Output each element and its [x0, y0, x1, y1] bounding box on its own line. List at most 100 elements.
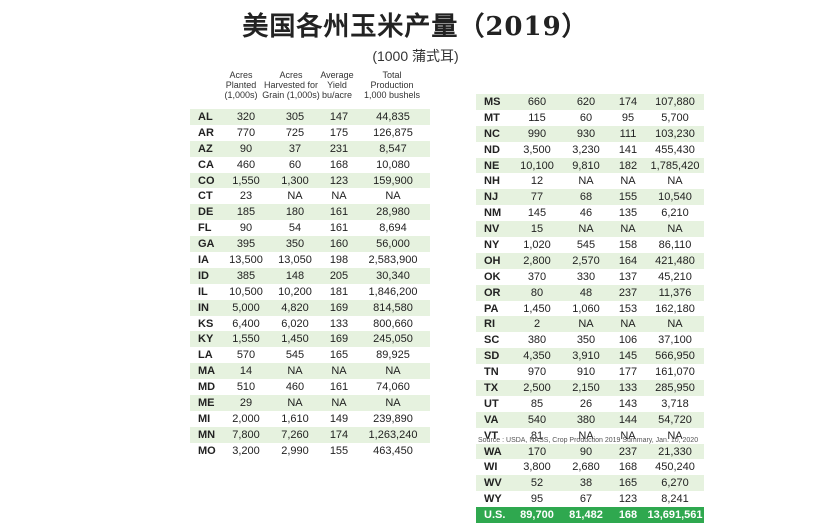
- cell-acres-planted: 4,350: [512, 348, 562, 365]
- table-row: IN 5,000 4,820 169 814,580: [190, 299, 430, 316]
- cell-acres-planted: 115: [528, 111, 546, 124]
- cell-acres-planted: 15: [512, 221, 562, 238]
- cell-state-code: CO: [190, 172, 224, 189]
- cell-average-yield: 231: [322, 140, 356, 157]
- table-row: MN 7,800 7,260 174 1,263,240: [190, 426, 430, 443]
- cell-state-code: MS: [476, 94, 512, 110]
- cell-acres-planted: 395: [224, 236, 268, 253]
- cell-total-production: 6,210: [661, 207, 689, 220]
- cell-state-code: OK: [484, 270, 501, 283]
- cell-total-production: NA: [667, 175, 683, 188]
- cell-acres-harvested: NA: [578, 429, 594, 442]
- cell-acres-planted: 770: [236, 126, 256, 139]
- cell-total-production: 463,450: [373, 444, 413, 457]
- cell-total-production: 159,900: [356, 172, 430, 189]
- table-row: WI 3,800 2,680 168 450,240: [476, 459, 704, 475]
- cell-state-code: GA: [190, 236, 224, 253]
- table-row: ID 385 148 205 30,340: [190, 267, 430, 284]
- table-row: SC 380 350 106 37,100: [476, 332, 704, 348]
- cell-acres-harvested: NA: [287, 190, 303, 203]
- cell-total-production: 10,540: [646, 189, 704, 206]
- cell-average-yield: NA: [620, 175, 636, 188]
- cell-state-code: AR: [198, 126, 214, 139]
- cell-average-yield: 123: [322, 172, 356, 189]
- table-row: MD 510 460 161 74,060: [190, 379, 430, 395]
- cell-acres-planted: 2,800: [512, 252, 562, 269]
- cell-average-yield: 175: [329, 126, 349, 139]
- cell-state-code: ND: [484, 143, 500, 156]
- cell-total-production: NA: [385, 190, 401, 203]
- table-row: IL 10,500 10,200 181 1,846,200: [190, 284, 430, 300]
- cell-acres-harvested: 2,570: [562, 252, 610, 269]
- cell-acres-harvested: 13,050: [278, 253, 312, 266]
- cell-state-code: VT: [484, 429, 499, 442]
- table-row: MI 2,000 1,610 149 239,890: [190, 411, 430, 427]
- cell-state-code: OH: [476, 252, 512, 269]
- cell-average-yield: NA: [331, 190, 347, 203]
- cell-acres-harvested: NA: [562, 316, 610, 333]
- cell-total-production: 10,080: [376, 158, 410, 171]
- cell-acres-harvested: 620: [562, 94, 610, 110]
- cell-acres-harvested: 7,260: [268, 426, 322, 443]
- column-header-average-yield: Average Yield bu/acre: [320, 70, 354, 100]
- cell-acres-planted: 1,450: [523, 302, 551, 315]
- cell-state-code: NY: [484, 238, 500, 251]
- cell-average-yield: 237: [610, 284, 646, 301]
- cell-average-yield: 155: [329, 444, 349, 457]
- table-row: SD 4,350 3,910 145 566,950: [476, 348, 704, 365]
- cell-state-code: AL: [190, 109, 224, 125]
- cell-acres-harvested: 54: [288, 222, 302, 235]
- cell-total-production: 21,330: [646, 443, 704, 460]
- cell-total-production: 126,875: [373, 126, 413, 139]
- cell-state-code: WI: [484, 461, 498, 474]
- table-row: OK 370 330 137 45,210: [476, 269, 704, 285]
- cell-acres-planted: 14: [224, 363, 268, 380]
- cell-state-code: TN: [484, 366, 499, 379]
- page-subtitle: (1000 蒲式耳): [372, 48, 459, 64]
- left-state-table: AL 320 305 147 44,835 AR 770 725 175 126,875 AZ 90 3…: [190, 109, 430, 459]
- cell-acres-harvested: 1,450: [268, 331, 322, 348]
- cell-acres-planted: 3,200: [232, 444, 260, 457]
- cell-average-yield: 174: [322, 426, 356, 443]
- cell-acres-harvested: 68: [562, 189, 610, 206]
- cell-total-production: NA: [646, 316, 704, 333]
- table-row: KY 1,550 1,450 169 245,050: [190, 331, 430, 348]
- cell-average-yield: 168: [618, 461, 638, 474]
- cell-state-code: OR: [476, 284, 512, 301]
- cell-state-code: TX: [476, 380, 512, 396]
- cell-acres-planted: 3,800: [523, 461, 551, 474]
- cell-average-yield: 177: [618, 366, 638, 379]
- cell-total-production: 44,835: [356, 109, 430, 125]
- cell-total-production: 56,000: [356, 236, 430, 253]
- cell-acres-planted: 460: [236, 158, 256, 171]
- cell-acres-planted: 660: [512, 94, 562, 110]
- cell-total-production: 566,950: [646, 348, 704, 365]
- cell-acres-planted: 145: [527, 207, 547, 220]
- cell-acres-harvested: 6,020: [281, 317, 309, 330]
- cell-average-yield: 144: [610, 411, 646, 428]
- table-row: MO 3,200 2,990 155 463,450: [190, 443, 430, 459]
- cell-average-yield: NA: [610, 316, 646, 333]
- cell-average-yield: 174: [610, 94, 646, 110]
- cell-average-yield: 168: [329, 158, 349, 171]
- cell-average-yield: 158: [618, 238, 638, 251]
- cell-state-code: MI: [198, 412, 211, 425]
- column-header-total-production: Total Production 1,000 bushels: [363, 70, 421, 100]
- cell-state-code: IN: [190, 299, 224, 316]
- cell-total-production: 86,110: [658, 238, 692, 251]
- cell-state-code: IA: [198, 253, 209, 266]
- cell-average-yield: 181: [329, 285, 349, 298]
- cell-acres-harvested: 26: [579, 397, 593, 410]
- cell-total-production: 89,925: [376, 349, 410, 362]
- cell-acres-planted: 85: [530, 397, 544, 410]
- cell-state-code: NC: [476, 125, 512, 142]
- cell-state-code: KY: [190, 331, 224, 348]
- cell-total-production: 107,880: [646, 94, 704, 110]
- cell-state-code: SC: [484, 334, 500, 347]
- cell-average-yield: 168: [610, 507, 646, 523]
- cell-acres-harvested: 90: [562, 443, 610, 460]
- table-row: NM 145 46 135 6,210: [476, 205, 704, 221]
- cell-acres-planted: 320: [224, 109, 268, 125]
- cell-acres-harvested: 330: [576, 270, 596, 283]
- cell-average-yield: NA: [322, 395, 356, 411]
